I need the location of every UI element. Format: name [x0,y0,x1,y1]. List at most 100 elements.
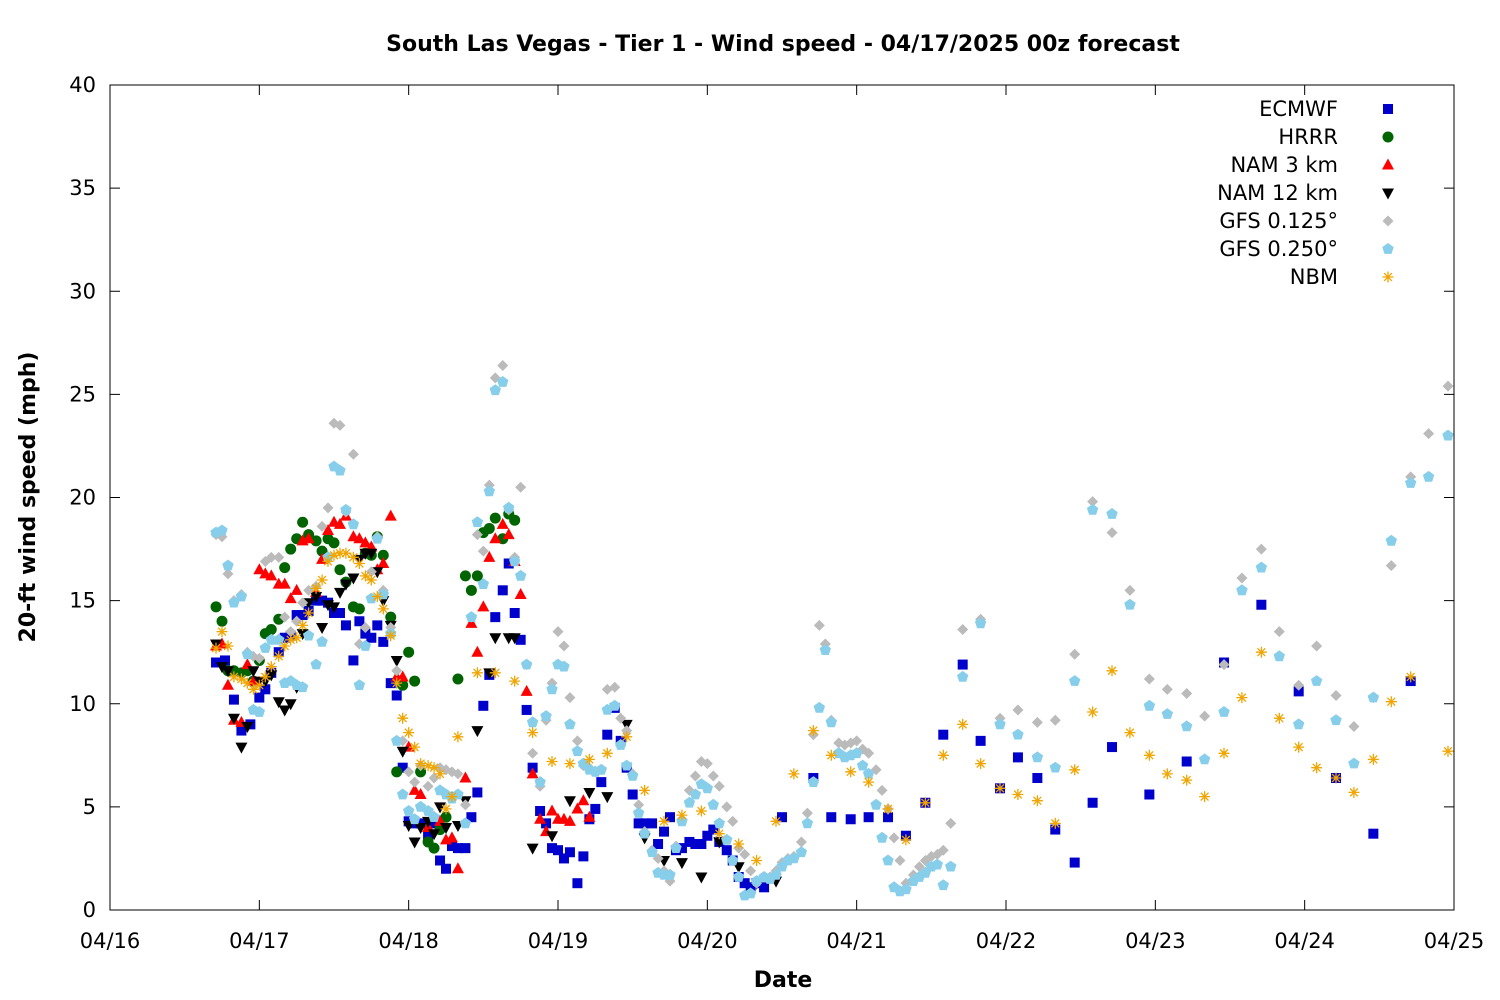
data-point [564,758,576,770]
data-point [595,763,607,775]
legend-label: NBM [1290,265,1338,289]
data-point [440,803,452,815]
data-point [279,611,291,623]
data-point [334,464,346,476]
data-point [211,657,222,668]
data-point [825,716,837,728]
data-point [340,620,351,631]
legend-label: ECMWF [1259,97,1338,121]
data-point [310,535,322,547]
data-point [1293,686,1304,697]
legend-label: NAM 3 km [1230,153,1338,177]
data-point [259,671,271,683]
data-point [974,617,987,629]
data-point [541,818,552,829]
data-point [302,629,315,641]
data-point [882,803,894,815]
data-point [807,776,820,787]
data-point [1012,789,1024,800]
data-point [353,558,365,569]
data-point [227,713,240,725]
data-point [385,678,396,689]
data-point [284,699,297,711]
data-point [1069,648,1081,660]
data-point [322,524,335,535]
data-point [278,705,291,717]
data-point [733,871,745,882]
data-point [862,767,875,779]
data-point [609,681,621,693]
data-point [888,832,900,844]
data-point [509,675,521,687]
data-point [1442,745,1454,757]
data-point [340,503,352,515]
data-point [1050,824,1061,835]
data-point [845,766,857,778]
data-point [483,522,495,534]
data-point [265,569,278,581]
data-point [527,747,539,759]
y-tick-label: 25 [69,382,96,406]
data-point [647,818,658,829]
data-point [615,739,627,750]
data-point [403,646,415,658]
data-point [845,814,856,825]
data-point [1181,687,1193,699]
data-point [558,660,570,672]
data-point [452,673,464,685]
data-point [316,635,328,647]
data-point [228,694,239,705]
data-point [571,802,584,814]
data-point [1031,716,1043,728]
data-point [359,536,372,548]
data-point [639,818,650,829]
data-point [397,712,409,724]
data-point [1293,718,1305,730]
data-point [1087,706,1099,718]
data-point [408,783,421,795]
data-point [222,640,234,652]
data-point [273,650,285,662]
data-point [221,666,234,678]
legend-marker [1382,271,1394,283]
data-point [1348,786,1360,798]
series-nbm [210,547,1454,866]
data-point [957,718,969,730]
legend-marker [1382,243,1394,254]
data-point [751,855,763,866]
data-point [1442,380,1454,392]
data-point [483,550,496,562]
data-point [1012,728,1024,740]
data-point [1106,665,1118,677]
data-point [900,883,912,895]
data-point [1181,756,1192,767]
x-axis-label: Date [754,968,813,993]
data-point [1218,659,1230,671]
data-point [347,551,359,563]
data-point [385,630,397,642]
data-point [241,648,254,660]
data-point [1198,753,1211,765]
data-point [334,608,345,618]
data-point [253,652,265,664]
x-tick-label: 04/23 [1125,929,1186,953]
data-point [489,532,502,544]
data-point [483,668,496,680]
data-point [316,520,328,532]
data-point [713,817,725,829]
data-point [216,662,228,674]
data-point [795,836,807,848]
data-point [627,789,638,800]
data-point [471,529,483,541]
data-point [409,675,421,687]
data-point [1385,560,1397,572]
data-point [253,706,265,717]
data-point [702,830,713,841]
data-point [563,796,576,808]
data-point [265,661,277,673]
data-point [459,799,471,811]
data-point [322,555,334,567]
data-point [721,845,732,856]
data-point [1311,640,1323,652]
data-point [639,784,651,796]
